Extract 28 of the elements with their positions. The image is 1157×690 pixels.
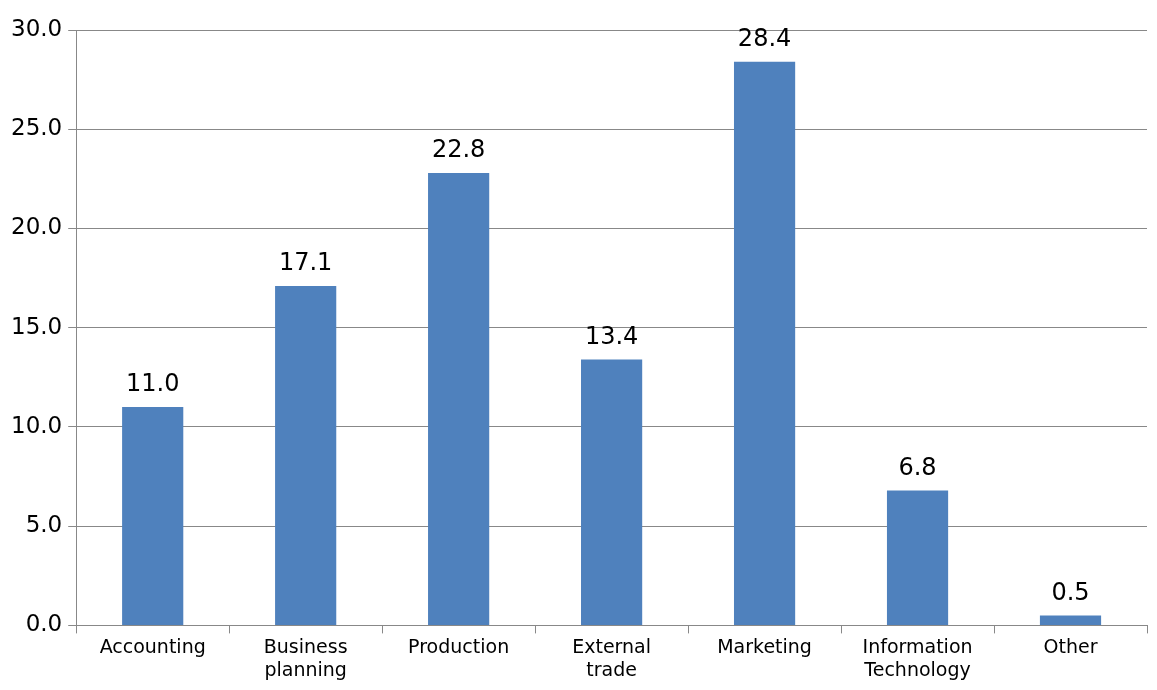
bar bbox=[275, 286, 337, 625]
data-label: 11.0 bbox=[125, 369, 180, 398]
data-label: 6.8 bbox=[898, 452, 937, 481]
data-label: 17.1 bbox=[278, 248, 333, 277]
y-tick-label: 5.0 bbox=[25, 511, 63, 538]
data-label: 13.4 bbox=[584, 321, 639, 350]
bar bbox=[733, 61, 796, 625]
x-tick-label: Production bbox=[408, 634, 510, 657]
bar bbox=[428, 172, 490, 625]
x-tick-label: Business planning bbox=[263, 634, 348, 680]
bar bbox=[886, 490, 949, 625]
bar bbox=[581, 359, 643, 625]
y-tick-label: 15.0 bbox=[10, 312, 63, 339]
data-label: 22.8 bbox=[431, 135, 486, 164]
x-tick-label: Information Technology bbox=[862, 634, 973, 680]
y-tick-label: 20.0 bbox=[10, 213, 63, 240]
y-tick-label: 25.0 bbox=[10, 114, 63, 141]
x-tick-label: Marketing bbox=[717, 634, 812, 657]
y-tick-label: 10.0 bbox=[10, 411, 63, 438]
bar bbox=[1039, 615, 1102, 625]
y-tick-label: 0.0 bbox=[25, 610, 63, 637]
x-tick-label: Other bbox=[1043, 634, 1098, 657]
x-tick-label: Accounting bbox=[99, 634, 206, 657]
bar bbox=[122, 407, 184, 625]
data-label: 28.4 bbox=[737, 23, 792, 52]
data-label: 0.5 bbox=[1051, 577, 1090, 606]
y-tick-label: 30.0 bbox=[10, 14, 63, 41]
x-tick-label: External trade bbox=[572, 634, 652, 680]
